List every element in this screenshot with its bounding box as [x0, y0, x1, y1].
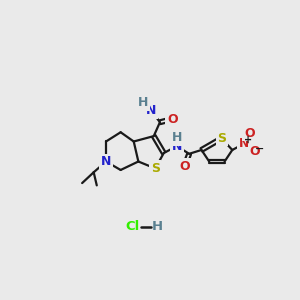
Text: S: S	[151, 162, 160, 175]
Text: N: N	[146, 104, 157, 117]
Text: O: O	[179, 160, 190, 172]
Text: N: N	[101, 155, 111, 168]
Text: N: N	[172, 140, 182, 153]
Text: O: O	[244, 127, 254, 140]
Text: −: −	[255, 143, 265, 153]
Text: O: O	[249, 145, 260, 158]
Text: Cl: Cl	[125, 220, 139, 233]
Text: H: H	[138, 97, 148, 110]
Text: H: H	[172, 131, 182, 144]
Text: H: H	[151, 220, 162, 233]
Text: S: S	[217, 132, 226, 145]
Text: O: O	[167, 113, 178, 126]
Text: N: N	[239, 137, 249, 150]
Text: +: +	[244, 135, 253, 145]
